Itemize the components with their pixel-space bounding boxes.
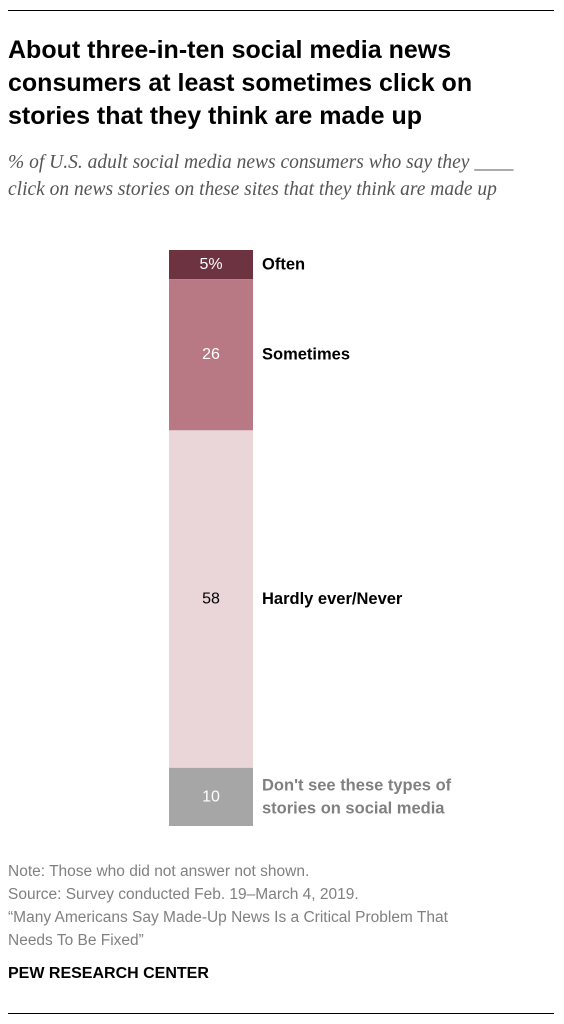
data-label-sometimes: 26 <box>202 346 220 363</box>
stacked-bar-chart: 5% Often 26 Sometimes 58 Hardly ever/Never 10 D… <box>169 250 452 826</box>
chart-title: About three-in-ten social media news con… <box>8 36 473 130</box>
data-label-often: 5% <box>199 256 222 273</box>
source-text: Source: Survey conducted Feb. 19–March 4… <box>8 886 359 903</box>
bottom-rule <box>8 1013 554 1014</box>
top-rule <box>8 10 554 11</box>
bar-segment-hardly-ever-never <box>169 430 253 768</box>
data-label-don-t-see-these-types-of-stories-on-social-media: 10 <box>202 788 220 805</box>
data-label-hardly-ever-never: 58 <box>202 591 220 608</box>
chart-subtitle: % of U.S. adult social media news consum… <box>8 152 514 200</box>
bar-segment-often <box>169 250 253 280</box>
category-label-don-t-see-these-types-of-stories-on-social-media-line-1: Don't see these types of <box>262 776 452 794</box>
note-text: Note: Those who did not answer not shown… <box>8 863 310 880</box>
bar-segment-sometimes <box>169 279 253 431</box>
chart-notes: Note: Those who did not answer not shown… <box>8 860 554 952</box>
report-title-line-2: Needs To Be Fixed” <box>8 932 144 949</box>
report-title-line-1: “Many Americans Say Made-Up News Is a Cr… <box>8 909 448 926</box>
category-label-often: Often <box>262 256 305 274</box>
category-label-hardly-ever-never: Hardly ever/Never <box>262 590 403 608</box>
category-label-don-t-see-these-types-of-stories-on-social-media-line-2: stories on social media <box>262 799 445 817</box>
category-label-sometimes: Sometimes <box>262 346 350 364</box>
bar-segment-don-t-see-these-types-of-stories-on-social-media <box>169 767 253 826</box>
pew-research-center-credit: PEW RESEARCH CENTER <box>8 965 209 982</box>
